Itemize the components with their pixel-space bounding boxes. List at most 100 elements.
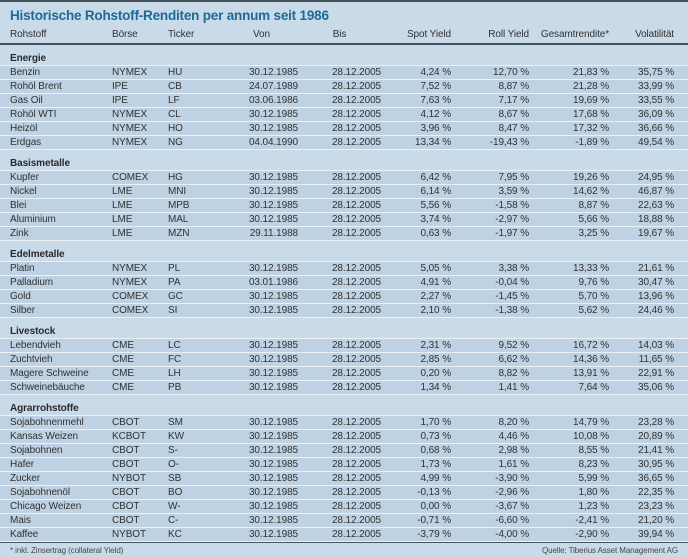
cell: 36,09 % (638, 109, 674, 120)
footer: * inkl. Zinsertrag (collateral Yield) Qu… (0, 542, 688, 557)
cell: 30.12.1985 (248, 431, 298, 442)
cell: -3,79 % (417, 529, 451, 540)
cell: MAL (168, 214, 189, 225)
cell: 1,23 % (578, 501, 609, 512)
cell: 30.12.1985 (248, 200, 298, 211)
cell: 13,91 % (573, 368, 609, 379)
table-row: Kansas Weizen KCBOT KW 30.12.1985 28.12.2005… (0, 430, 688, 444)
cell: 28.12.2005 (331, 368, 381, 379)
cell: 9,76 % (578, 277, 609, 288)
cell: -0,71 % (417, 515, 451, 526)
cell: 9,52 % (498, 340, 529, 351)
cell: 36,66 % (638, 123, 674, 134)
cell: 30.12.1985 (248, 515, 298, 526)
cell: 30.12.1985 (248, 263, 298, 274)
cell: 30.12.1985 (248, 417, 298, 428)
cell: 1,70 % (420, 417, 451, 428)
cell: 8,87 % (578, 200, 609, 211)
cell: 30.12.1985 (248, 67, 298, 78)
table-row: Kaffee NYBOT KC 30.12.1985 28.12.2005 -3,79 %… (0, 528, 688, 542)
cell: 30.12.1985 (248, 305, 298, 316)
cell: 30,95 % (638, 459, 674, 470)
cell: 28.12.2005 (331, 382, 381, 393)
cell: 28.12.2005 (331, 445, 381, 456)
cell: Heizöl (10, 123, 38, 134)
table-row: Schweinebäuche CME PB 30.12.1985 28.12.2005 1… (0, 381, 688, 395)
cell: 24,46 % (638, 305, 674, 316)
cell: 30.12.1985 (248, 123, 298, 134)
table-row: Kupfer COMEX HG 30.12.1985 28.12.2005 6,42 % 7… (0, 171, 688, 185)
cell: 8,67 % (498, 109, 529, 120)
cell: 13,96 % (638, 291, 674, 302)
column-header-von: Von (253, 29, 270, 40)
cell: Sojabohnen (10, 445, 63, 456)
cell: SI (168, 305, 178, 316)
cell: 5,05 % (420, 263, 451, 274)
column-header-gesamtrendite: Gesamtrendite* (540, 29, 609, 40)
cell: 28.12.2005 (331, 515, 381, 526)
cell: LME (112, 186, 133, 197)
table-row: Nickel LME MNI 30.12.1985 28.12.2005 6,14 % 3,… (0, 185, 688, 199)
cell: 21,20 % (638, 515, 674, 526)
cell: 28.12.2005 (331, 529, 381, 540)
cell: 7,95 % (498, 172, 529, 183)
cell: Palladium (10, 277, 54, 288)
cell: Gold (10, 291, 31, 302)
cell: LH (168, 368, 181, 379)
cell: SB (168, 473, 182, 484)
cell: 1,73 % (420, 459, 451, 470)
cell: 28.12.2005 (331, 340, 381, 351)
table-row: Sojabohnenöl CBOT BO 30.12.1985 28.12.2005 -0… (0, 486, 688, 500)
cell: 3,59 % (498, 186, 529, 197)
table-row: Benzin NYMEX HU 30.12.1985 28.12.2005 4,24 % 1… (0, 66, 688, 80)
cell: 4,99 % (420, 473, 451, 484)
cell: 30.12.1985 (248, 340, 298, 351)
cell: 30.12.1985 (248, 109, 298, 120)
cell: 5,56 % (420, 200, 451, 211)
cell: 28.12.2005 (331, 305, 381, 316)
cell: -1,89 % (575, 137, 609, 148)
cell: Rohöl Brent (10, 81, 62, 92)
cell: HG (168, 172, 183, 183)
column-header-volatilitaet: Volatilität (635, 29, 674, 40)
cell: Silber (10, 305, 35, 316)
cell: 21,61 % (638, 263, 674, 274)
column-header-row: Rohstoff Börse Ticker Von Bis Spot Yield… (0, 28, 688, 45)
cell: 30.12.1985 (248, 354, 298, 365)
cell: 8,87 % (498, 81, 529, 92)
cell: -0,04 % (495, 277, 529, 288)
cell: CBOT (112, 459, 140, 470)
cell: Gas Oil (10, 95, 43, 106)
cell: 3,25 % (578, 228, 609, 239)
table-row: Aluminium LME MAL 30.12.1985 28.12.2005 3,74 … (0, 213, 688, 227)
table-row: Lebendvieh CME LC 30.12.1985 28.12.2005 2,31 … (0, 339, 688, 353)
cell: 21,41 % (638, 445, 674, 456)
cell: 28.12.2005 (331, 459, 381, 470)
page-title: Historische Rohstoff-Renditen per annum … (10, 8, 329, 23)
cell: -1,45 % (495, 291, 529, 302)
cell: PB (168, 382, 182, 393)
cell: 28.12.2005 (331, 277, 381, 288)
cell: -2,90 % (575, 529, 609, 540)
cell: IPE (112, 95, 128, 106)
cell: Zuchtvieh (10, 354, 53, 365)
section-energie: Energie Benzin NYMEX HU 30.12.1985 28.12.2005… (0, 53, 688, 150)
table-row: Gold COMEX GC 30.12.1985 28.12.2005 2,27 % -1,… (0, 290, 688, 304)
cell: MZN (168, 228, 190, 239)
cell: 28.12.2005 (331, 186, 381, 197)
source-note: Quelle: Tiberius Asset Management AG (541, 546, 678, 555)
cell: GC (168, 291, 183, 302)
cell: HO (168, 123, 183, 134)
cell: 33,99 % (638, 81, 674, 92)
cell: Magere Schweine (10, 368, 89, 379)
section-header: Basismetalle (0, 158, 688, 171)
cell: HU (168, 67, 183, 78)
table-row: Heizöl NYMEX HO 30.12.1985 28.12.2005 3,96 % 8… (0, 122, 688, 136)
cell: Kupfer (10, 172, 39, 183)
table-row: Chicago Weizen CBOT W- 30.12.1985 28.12.2005… (0, 500, 688, 514)
cell: 7,64 % (578, 382, 609, 393)
cell: -3,67 % (495, 501, 529, 512)
cell: CME (112, 368, 134, 379)
cell: 30.12.1985 (248, 172, 298, 183)
cell: 28.12.2005 (331, 109, 381, 120)
